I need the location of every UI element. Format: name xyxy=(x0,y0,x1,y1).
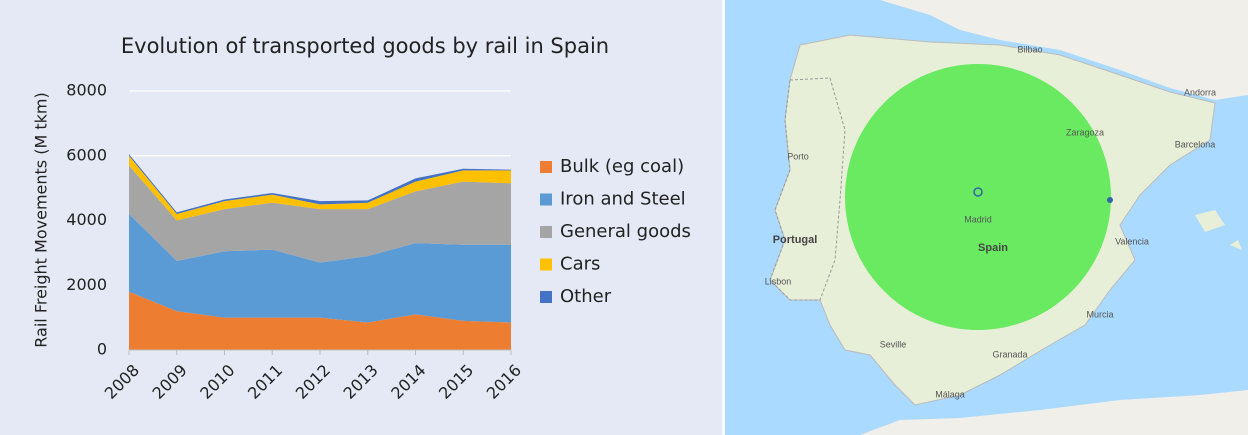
area xyxy=(129,155,511,221)
map-label: Spain xyxy=(978,242,1008,254)
map-label: Porto xyxy=(787,151,809,161)
balearic-islands xyxy=(1195,210,1242,250)
edge-marker xyxy=(1107,197,1113,203)
chart-title: Evolution of transported goods by rail i… xyxy=(121,34,609,58)
legend-label: Other xyxy=(560,286,612,307)
y-axis-label: Rail Freight Movements (M tkm) xyxy=(32,92,51,347)
center-marker xyxy=(973,187,983,197)
area xyxy=(129,214,511,323)
legend-swatch xyxy=(540,226,552,238)
map-label: Portugal xyxy=(773,234,818,246)
map-label: Andorra xyxy=(1184,87,1216,97)
map-label: Murcia xyxy=(1086,309,1113,319)
legend-label: General goods xyxy=(560,221,691,242)
y-tick-label: 4000 xyxy=(66,210,107,229)
africa xyxy=(860,390,1248,435)
legend-label: Cars xyxy=(560,254,600,275)
legend-label: Iron and Steel xyxy=(560,189,686,210)
map-label: Seville xyxy=(880,339,907,349)
radius-circle xyxy=(845,64,1111,330)
map-label: Granada xyxy=(992,349,1027,359)
border xyxy=(769,77,846,301)
y-tick-label: 0 xyxy=(97,340,107,359)
map-label: Barcelona xyxy=(1175,139,1216,149)
france xyxy=(880,0,1248,100)
legend-swatch xyxy=(540,161,552,173)
area xyxy=(129,154,511,215)
legend-swatch xyxy=(540,291,552,303)
y-tick-label: 2000 xyxy=(66,275,107,294)
map-label: Valencia xyxy=(1115,236,1149,246)
legend-swatch xyxy=(540,258,552,271)
area xyxy=(129,165,511,263)
map-label: Málaga xyxy=(935,389,965,399)
legend-swatch xyxy=(540,193,552,206)
y-tick-label: 6000 xyxy=(66,145,107,164)
y-tick-label: 8000 xyxy=(66,81,107,100)
map-label: Lisbon xyxy=(765,276,792,286)
map-label: Madrid xyxy=(964,214,992,224)
map: Portugal Spain Madrid Lisbon Porto Barce… xyxy=(725,0,1248,435)
map-label: Zaragoza xyxy=(1066,127,1104,137)
legend-label: Bulk (eg coal) xyxy=(560,156,684,177)
area xyxy=(129,291,511,350)
map-label: Bilbao xyxy=(1017,44,1042,54)
